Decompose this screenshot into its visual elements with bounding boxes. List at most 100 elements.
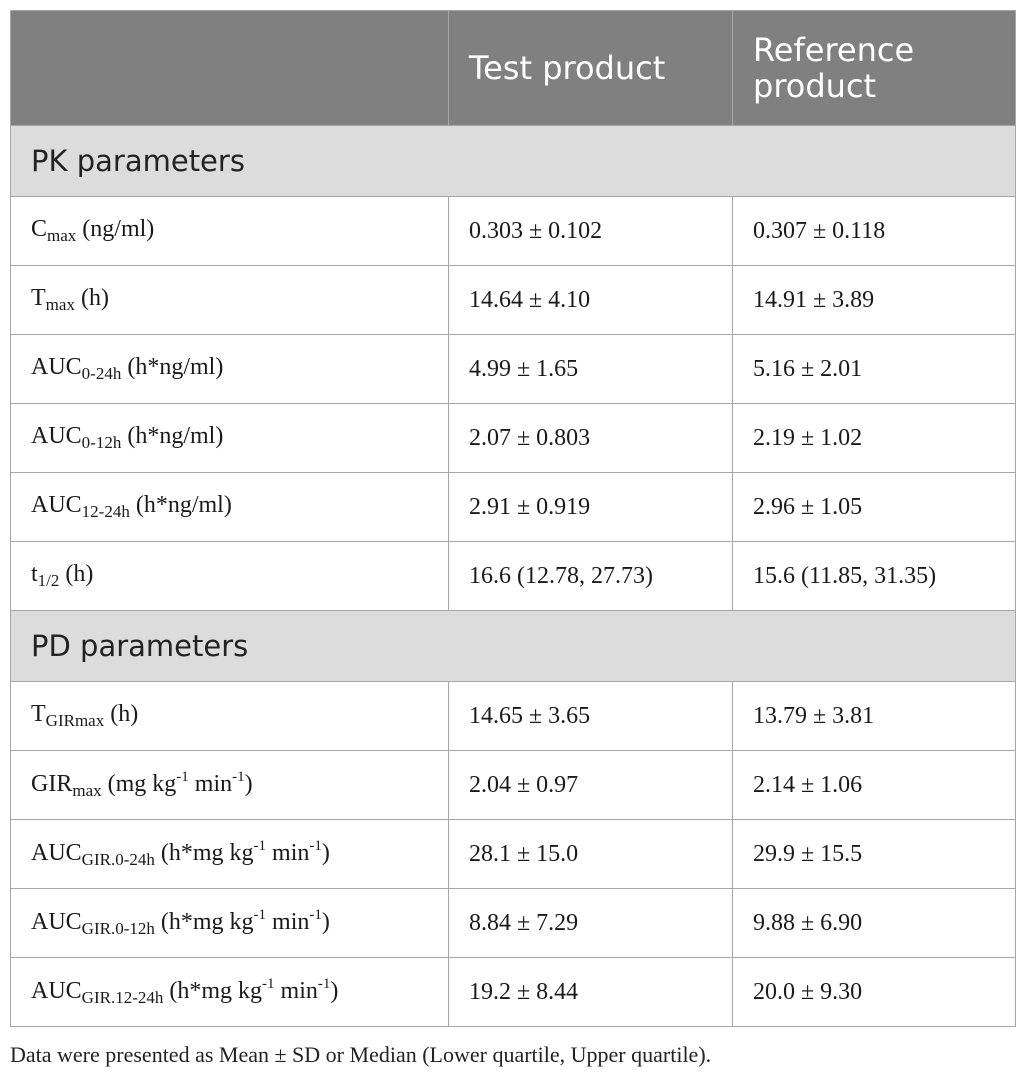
- parameter-cell: AUC12-24h (h*ng/ml): [10, 472, 449, 542]
- parameter-symbol: GIR: [31, 771, 73, 797]
- parameter-symbol: AUC: [31, 978, 82, 1004]
- reference-product-value: 2.14 ± 1.06: [732, 750, 1016, 820]
- table-row: Cmax (ng/ml) 0.303 ± 0.102 0.307 ± 0.118: [10, 196, 1016, 266]
- unit-superscript: -1: [309, 907, 322, 923]
- parameter-symbol: AUC: [31, 423, 82, 449]
- parameter-cell: Tmax (h): [10, 265, 449, 335]
- header-reference-product: Reference product: [732, 10, 1016, 126]
- parameters-table-container: Test product Reference product PK parame…: [10, 10, 1016, 1027]
- parameter-unit-min: min: [188, 771, 233, 797]
- table-row: AUC0-12h (h*ng/ml) 2.07 ± 0.803 2.19 ± 1.0…: [10, 403, 1016, 473]
- parameter-subscript: GIR.0-24h: [81, 850, 155, 869]
- section-title: PD parameters: [10, 610, 1016, 682]
- reference-product-value: 20.0 ± 9.30: [732, 957, 1016, 1027]
- parameter-unit-tail: (h*ng/ml): [127, 354, 224, 380]
- parameter-cell: AUCGIR.0-12h (h*mg kg-1 min-1): [10, 888, 449, 958]
- parameter-unit: (mg kg: [107, 771, 177, 797]
- parameter-unit: (h*mg kg: [160, 840, 254, 866]
- parameter-symbol: T: [31, 285, 46, 311]
- parameter-subscript: max: [45, 295, 75, 314]
- test-product-value: 14.65 ± 3.65: [448, 681, 733, 751]
- header-parameter: [10, 10, 449, 126]
- parameter-unit-tail: (h): [65, 561, 94, 587]
- reference-product-value: 5.16 ± 2.01: [732, 334, 1016, 404]
- parameter-subscript: 0-24h: [81, 364, 122, 383]
- table-row: AUC0-24h (h*ng/ml) 4.99 ± 1.65 5.16 ± 2.01: [10, 334, 1016, 404]
- unit-superscript: -1: [232, 769, 245, 785]
- reference-product-value: 2.96 ± 1.05: [732, 472, 1016, 542]
- parameter-subscript: 12-24h: [81, 502, 130, 521]
- table-row: AUCGIR.0-24h (h*mg kg-1 min-1) 28.1 ± 15.…: [10, 819, 1016, 889]
- table-row: AUCGIR.12-24h (h*mg kg-1 min-1) 19.2 ± 8.…: [10, 957, 1016, 1027]
- table-header-row: Test product Reference product: [10, 10, 1016, 126]
- unit-superscript: -1: [176, 769, 189, 785]
- parameter-unit-min: min: [266, 840, 310, 866]
- section-row: PK parameters: [10, 125, 1016, 197]
- parameter-subscript: max: [47, 226, 77, 245]
- parameter-unit-tail: (ng/ml): [82, 216, 155, 242]
- parameter-subscript: GIRmax: [45, 711, 105, 730]
- reference-product-value: 9.88 ± 6.90: [732, 888, 1016, 958]
- unit-superscript: -1: [317, 976, 331, 992]
- parameter-unit-tail: (h*ng/ml): [135, 492, 232, 518]
- header-test-product: Test product: [448, 10, 733, 126]
- test-product-value: 4.99 ± 1.65: [448, 334, 733, 404]
- table-row: AUC12-24h (h*ng/ml) 2.91 ± 0.919 2.96 ± 1.…: [10, 472, 1016, 542]
- parameter-symbol: T: [31, 701, 46, 727]
- pk-pd-parameters-table: Test product Reference product PK parame…: [10, 10, 1016, 1027]
- test-product-value: 14.64 ± 4.10: [448, 265, 733, 335]
- parameter-cell: Cmax (ng/ml): [10, 196, 449, 266]
- table-row: AUCGIR.0-12h (h*mg kg-1 min-1) 8.84 ± 7.2…: [10, 888, 1016, 958]
- test-product-value: 2.91 ± 0.919: [448, 472, 733, 542]
- test-product-value: 0.303 ± 0.102: [448, 196, 733, 266]
- unit-superscript: -1: [309, 838, 322, 854]
- parameter-unit-tail: ): [330, 978, 339, 1004]
- parameter-cell: t1/2 (h): [10, 541, 449, 611]
- parameter-unit-tail: (h): [80, 285, 109, 311]
- parameter-unit-min: min: [266, 909, 310, 935]
- unit-superscript: -1: [262, 976, 275, 992]
- test-product-value: 19.2 ± 8.44: [448, 957, 733, 1027]
- parameter-unit-tail: ): [244, 771, 253, 797]
- unit-superscript: -1: [253, 838, 267, 854]
- parameter-unit-tail: ): [321, 840, 330, 866]
- table-footnote: Data were presented as Mean ± SD or Medi…: [10, 1042, 712, 1067]
- parameter-cell: AUC0-12h (h*ng/ml): [10, 403, 449, 473]
- parameter-unit: (h*mg kg: [169, 978, 263, 1004]
- parameter-unit-tail: (h*ng/ml): [127, 423, 224, 449]
- unit-superscript: -1: [253, 907, 267, 923]
- test-product-value: 2.07 ± 0.803: [448, 403, 733, 473]
- table-row: GIRmax (mg kg-1 min-1) 2.04 ± 0.97 2.14 ± …: [10, 750, 1016, 820]
- table-row: TGIRmax (h) 14.65 ± 3.65 13.79 ± 3.81: [10, 681, 1016, 751]
- parameter-cell: AUCGIR.0-24h (h*mg kg-1 min-1): [10, 819, 449, 889]
- parameter-subscript: 1/2: [37, 571, 60, 590]
- reference-product-value: 15.6 (11.85, 31.35): [732, 541, 1016, 611]
- test-product-value: 16.6 (12.78, 27.73): [448, 541, 733, 611]
- parameter-symbol: AUC: [31, 492, 82, 518]
- parameter-subscript: 0-12h: [81, 433, 122, 452]
- parameter-subscript: GIR.12-24h: [81, 988, 164, 1007]
- test-product-value: 8.84 ± 7.29: [448, 888, 733, 958]
- reference-product-value: 29.9 ± 15.5: [732, 819, 1016, 889]
- parameter-unit-tail: (h): [110, 701, 139, 727]
- parameter-cell: TGIRmax (h): [10, 681, 449, 751]
- parameter-unit-tail: ): [321, 909, 330, 935]
- table-row: t1/2 (h) 16.6 (12.78, 27.73) 15.6 (11.85, …: [10, 541, 1016, 611]
- parameter-cell: AUC0-24h (h*ng/ml): [10, 334, 449, 404]
- parameter-symbol: t: [31, 561, 38, 587]
- parameter-symbol: C: [31, 216, 48, 242]
- reference-product-value: 13.79 ± 3.81: [732, 681, 1016, 751]
- test-product-value: 28.1 ± 15.0: [448, 819, 733, 889]
- section-title: PK parameters: [10, 125, 1016, 197]
- parameter-cell: GIRmax (mg kg-1 min-1): [10, 750, 449, 820]
- parameter-symbol: AUC: [31, 840, 82, 866]
- parameter-cell: AUCGIR.12-24h (h*mg kg-1 min-1): [10, 957, 449, 1027]
- parameter-symbol: AUC: [31, 354, 82, 380]
- parameter-unit-min: min: [274, 978, 318, 1004]
- parameter-unit: (h*mg kg: [160, 909, 254, 935]
- reference-product-value: 14.91 ± 3.89: [732, 265, 1016, 335]
- table-row: Tmax (h) 14.64 ± 4.10 14.91 ± 3.89: [10, 265, 1016, 335]
- parameter-subscript: GIR.0-12h: [81, 919, 155, 938]
- section-row: PD parameters: [10, 610, 1016, 682]
- reference-product-value: 0.307 ± 0.118: [732, 196, 1016, 266]
